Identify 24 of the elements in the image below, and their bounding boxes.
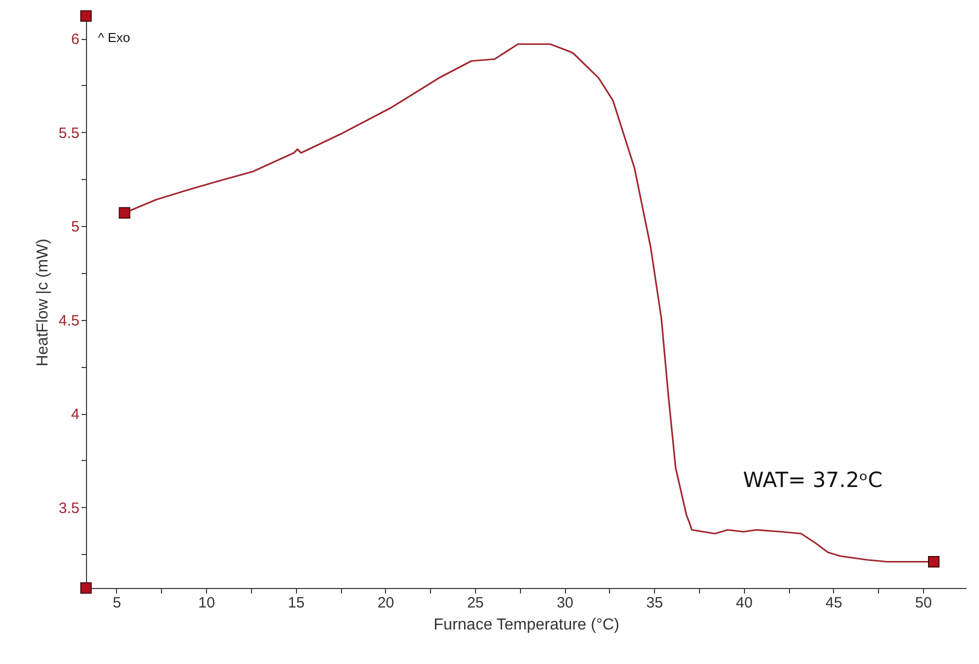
x-tick-label: 25 (467, 594, 484, 612)
x-tick-label: 20 (377, 594, 394, 612)
y-tick-label: 4.5 (58, 312, 80, 330)
x-tick-label: 35 (646, 594, 663, 612)
point (80, 582, 92, 594)
y-tick-label: 5.5 (58, 124, 80, 142)
point (80, 10, 92, 22)
x-tick-label: 5 (112, 594, 122, 612)
annotation: ^ Exo (98, 30, 130, 45)
x-axis-title: Furnace Temperature (°C) (434, 616, 620, 634)
x-tick-label: 10 (198, 594, 215, 612)
y-axis-title: HeatFlow |c (mW) (34, 238, 52, 366)
y-tick-label: 5 (71, 218, 80, 236)
point (928, 556, 940, 568)
x-tick-label: 40 (736, 594, 753, 612)
y-tick-label: 6 (71, 31, 80, 48)
x-tick-label: 15 (288, 594, 305, 612)
x-tick-label: 45 (826, 594, 842, 612)
point (118, 207, 130, 219)
y-tick-label: 4 (71, 406, 80, 424)
annotation: WAT= 37.2ᵒC (743, 468, 883, 492)
x-tick-label: 30 (556, 594, 574, 612)
y-tick-label: 3.5 (58, 500, 80, 517)
x-tick-label: 50 (915, 594, 932, 612)
